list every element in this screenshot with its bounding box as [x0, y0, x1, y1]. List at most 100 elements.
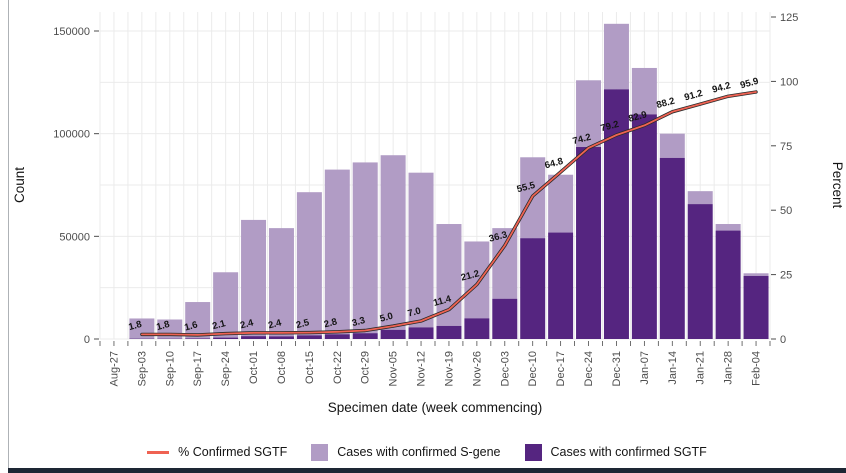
pct-data-label: 21.2	[460, 268, 481, 283]
pct-data-label: 2.4	[267, 317, 283, 331]
sgtf-swatch-icon	[524, 443, 542, 461]
pct-data-label: 88.2	[655, 96, 676, 111]
bar-sgene-segment	[631, 67, 657, 115]
bar-sgene-segment	[352, 162, 378, 334]
x-tick-label: Dec-24	[583, 351, 595, 386]
x-tick-label: Oct-29	[360, 351, 372, 384]
x-tick-label: Oct-22	[332, 351, 344, 384]
bar-sgtf-segment	[352, 333, 378, 339]
bar-sgtf-segment	[631, 114, 657, 340]
legend-label-sgene: Cases with confirmed S-gene	[337, 445, 501, 459]
bar-sgene-segment	[492, 228, 518, 299]
pct-data-label: 5.0	[379, 311, 395, 325]
bar-sgtf-segment	[687, 204, 713, 339]
pct-data-label: 11.4	[432, 293, 453, 308]
x-tick-label: Sep-24	[220, 351, 232, 386]
x-tick-label: Sep-17	[192, 351, 204, 386]
bar-sgene-segment	[213, 272, 239, 338]
bar-sgene-segment	[464, 241, 490, 319]
pct-data-label: 94.2	[711, 80, 732, 95]
x-tick-label: Aug-27	[108, 351, 120, 386]
bar-sgene-segment	[548, 174, 574, 233]
chart-legend: % Confirmed SGTF Cases with confirmed S-…	[8, 439, 846, 465]
pct-data-label: 64.8	[544, 156, 565, 171]
pct-data-label: 3.3	[351, 315, 367, 329]
x-tick-label: Oct-15	[304, 351, 316, 384]
x-tick-label: Dec-03	[499, 351, 511, 386]
x-tick-label: Sep-10	[164, 351, 176, 386]
bar-sgene-segment	[241, 219, 267, 337]
line-key-icon	[147, 450, 170, 454]
bar-sgtf-segment	[213, 337, 239, 339]
pct-line	[141, 91, 757, 336]
y-right-tick-label: 0	[780, 334, 786, 346]
legend-label-pct-line: % Confirmed SGTF	[178, 445, 288, 459]
bar-sgene-segment	[715, 224, 741, 231]
window-bottom-edge	[8, 468, 846, 473]
pct-data-label: 2.1	[211, 318, 227, 332]
x-tick-label: Feb-04	[751, 351, 763, 386]
pct-data-label: 7.0	[407, 306, 423, 320]
window-left-border	[8, 0, 9, 473]
pct-data-label: 82.9	[627, 109, 648, 124]
pct-data-label: 1.8	[127, 319, 143, 333]
x-tick-label: Sep-03	[136, 351, 148, 386]
y-left-tick-label: 100000	[53, 129, 90, 141]
legend-item-pct-line: % Confirmed SGTF	[147, 445, 287, 459]
y-left-tick-label: 50000	[59, 231, 90, 243]
x-tick-label: Jan-14	[667, 351, 679, 385]
bar-sgtf-segment	[380, 329, 406, 339]
x-tick-label: Jan-21	[695, 351, 707, 385]
bar-sgtf-segment	[241, 336, 267, 339]
bar-sgene-segment	[296, 192, 322, 336]
bar-sgtf-segment	[268, 336, 294, 339]
legend-item-sgtf: Cases with confirmed SGTF	[524, 443, 707, 461]
y-right-tick-label: 25	[780, 270, 792, 282]
y-left-tick-label: 150000	[53, 26, 90, 38]
bar-sgtf-segment	[324, 334, 350, 339]
bar-sgtf-segment	[464, 318, 490, 339]
legend-label-sgtf: Cases with confirmed SGTF	[550, 445, 707, 459]
y-right-tick-label: 100	[780, 76, 798, 88]
y-right-tick-label: 50	[780, 205, 792, 217]
x-tick-label: Nov-05	[388, 351, 400, 386]
bar-sgene-segment	[659, 133, 685, 158]
bar-sgtf-segment	[185, 338, 211, 339]
bar-sgene-segment	[743, 273, 769, 276]
bar-sgtf-segment	[408, 327, 434, 339]
bar-sgtf-segment	[296, 335, 322, 339]
x-tick-label: Dec-17	[555, 351, 567, 386]
bar-sgtf-segment	[520, 238, 546, 339]
pct-data-label: 1.8	[155, 319, 171, 333]
y-left-tick-label: 0	[84, 334, 90, 346]
x-tick-label: Jan-07	[639, 351, 651, 385]
bar-sgtf-segment	[576, 147, 602, 339]
x-tick-label: Nov-19	[443, 351, 455, 386]
bar-sgene-segment	[408, 172, 434, 328]
x-axis-title: Specimen date (week commencing)	[328, 400, 543, 415]
x-tick-label: Dec-31	[611, 351, 623, 386]
pct-data-label: 36.3	[488, 229, 509, 244]
x-tick-label: Oct-08	[276, 351, 288, 384]
bar-sgtf-segment	[548, 232, 574, 339]
pct-data-label: 79.2	[599, 119, 620, 134]
pct-data-label: 95.9	[739, 76, 760, 91]
bar-sgene-segment	[576, 80, 602, 148]
bar-sgtf-segment	[659, 157, 685, 339]
pct-data-label: 2.4	[239, 317, 255, 331]
y-right-tick-label: 75	[780, 141, 792, 153]
y-axis-title-left: Count	[12, 167, 27, 203]
bar-sgtf-segment	[715, 230, 741, 339]
pct-data-label: 2.5	[295, 317, 311, 331]
bar-sgene-segment	[380, 155, 406, 330]
sgene-swatch-icon	[311, 443, 329, 461]
x-tick-label: Jan-28	[723, 351, 735, 385]
y-right-tick-label: 125	[780, 12, 798, 24]
pct-data-label: 2.8	[323, 316, 339, 330]
bar-sgene-segment	[185, 302, 211, 339]
x-tick-label: Dec-10	[527, 351, 539, 386]
pct-data-label: 91.2	[683, 88, 704, 103]
pct-data-label: 1.6	[183, 319, 199, 333]
y-axis-title-right: Percent	[830, 162, 845, 209]
